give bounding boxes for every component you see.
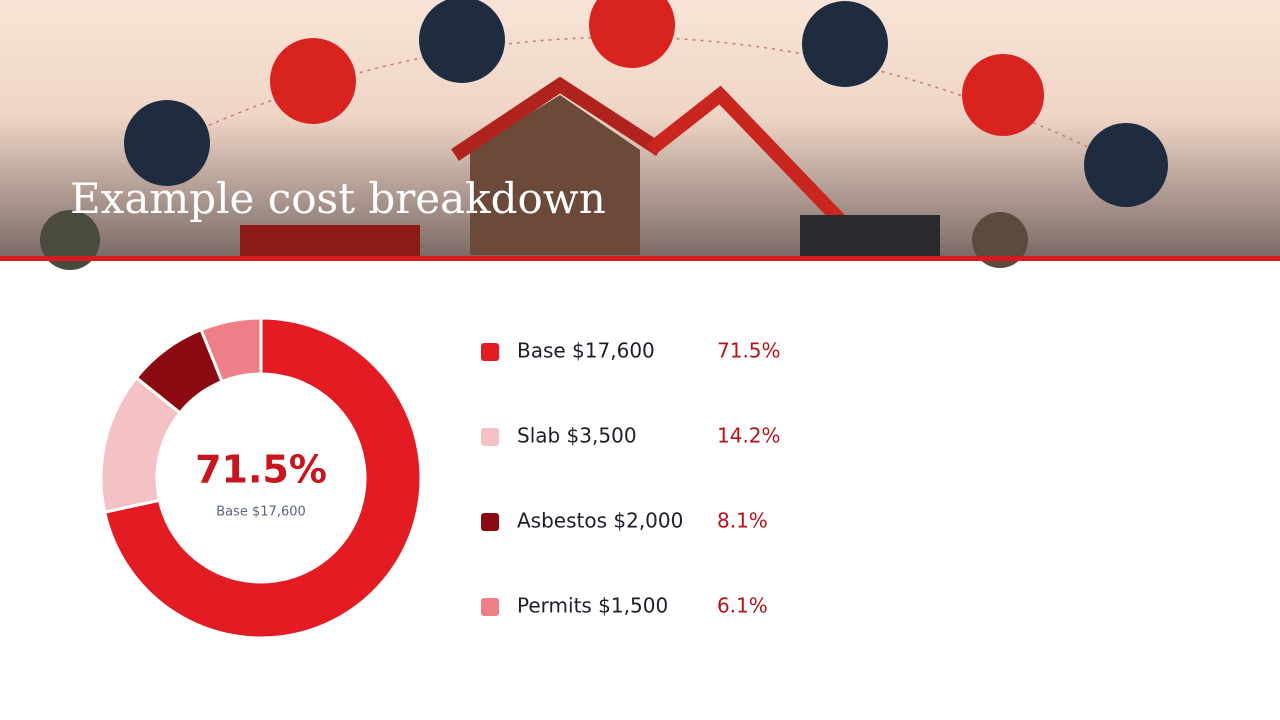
icon-badge	[589, 0, 675, 68]
legend-value: 71.5%	[717, 339, 781, 363]
legend-value: 14.2%	[717, 424, 781, 448]
center-value: 71.5%	[195, 448, 327, 492]
excavator-body	[800, 215, 940, 257]
legend-value: 6.1%	[717, 594, 768, 618]
header-banner: Example cost breakdown	[0, 0, 1280, 270]
donut-chart	[99, 316, 423, 640]
legend-swatch	[481, 428, 499, 446]
legend-value: 8.1%	[717, 509, 768, 533]
truck	[240, 225, 420, 257]
legend-swatch	[481, 513, 499, 531]
legend-swatch	[481, 598, 499, 616]
tree	[972, 212, 1028, 268]
house-illustration	[470, 95, 640, 255]
legend-swatch	[481, 343, 499, 361]
house-roof	[451, 76, 664, 161]
donut-slice	[102, 316, 423, 640]
icon-badge	[124, 100, 210, 186]
slide-title: Example cost breakdown	[70, 174, 606, 223]
icon-badge	[270, 38, 356, 124]
tree	[40, 210, 100, 270]
icon-badge	[1084, 123, 1168, 207]
legend-label: Slab $3,500	[517, 424, 637, 448]
legend-label: Asbestos $2,000	[517, 509, 683, 533]
legend-label: Permits $1,500	[517, 594, 668, 618]
icon-badge	[419, 0, 505, 83]
legend-label: Base $17,600	[517, 339, 655, 363]
donut-slice	[199, 316, 263, 384]
icon-badge	[802, 1, 888, 87]
center-label: Base $17,600	[216, 505, 306, 520]
legend: Base $17,600 71.5% Slab $3,500 14.2% Asbesto…	[481, 339, 781, 618]
banner-rule	[0, 256, 1280, 261]
icon-badge	[962, 54, 1044, 136]
